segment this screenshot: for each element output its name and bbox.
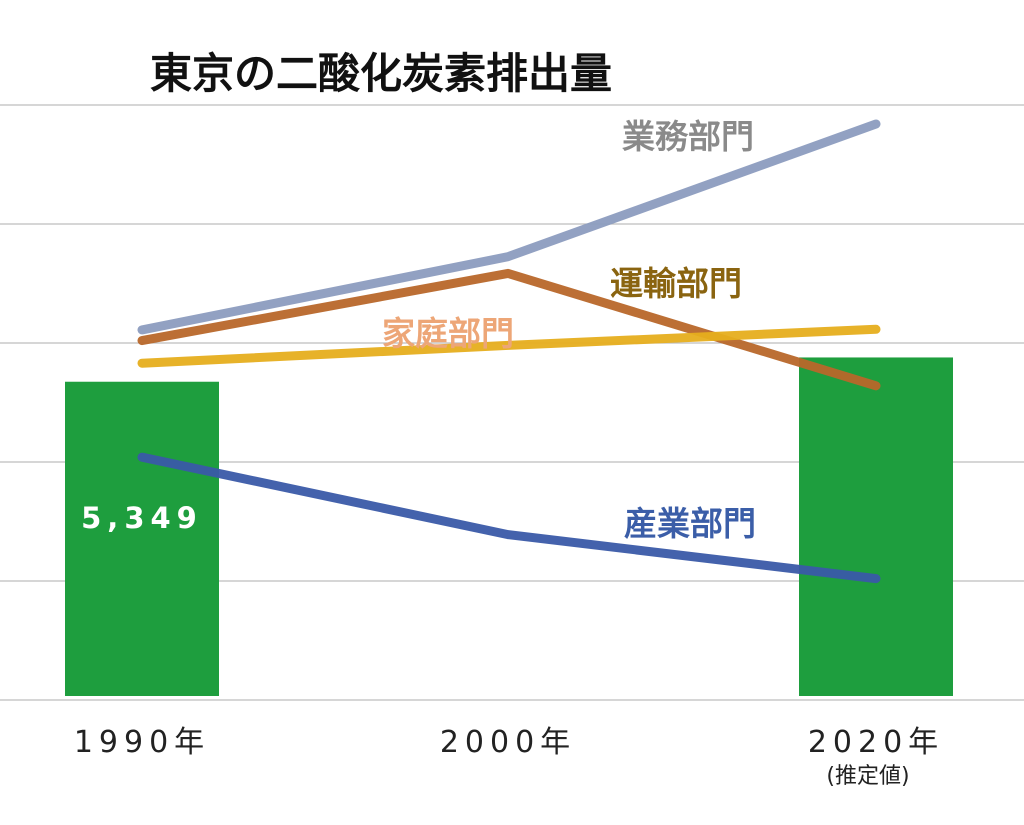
x-tick-label-2020: 2020年 [808,725,944,760]
x-tick-label-2000: 2000年 [440,725,576,760]
x-tick-note-2020: (推定値) [826,764,909,789]
series-label-3: 産業部門 [624,504,756,543]
series-label-1: 運輸部門 [610,264,742,303]
bars [65,357,953,696]
series-line-0 [137,119,881,335]
chart-title: 東京の二酸化炭素排出量 [150,49,612,98]
bar-2020年 [799,357,953,696]
series-lines [137,119,881,584]
bar-label-2020年: 5,757 [815,170,937,204]
x-tick-label-1990: 1990年 [74,725,210,760]
series-line-2 [137,324,881,368]
series-label-0: 業務部門 [622,117,754,156]
series-label-2: 家庭部門 [382,314,514,353]
bar-label-1990年: 5,349 [81,501,203,535]
series-line-1 [137,268,881,391]
bar-1990年 [65,381,219,696]
bar-labels: 5,349 5,757 [81,170,937,535]
series-line-3 [137,452,881,584]
